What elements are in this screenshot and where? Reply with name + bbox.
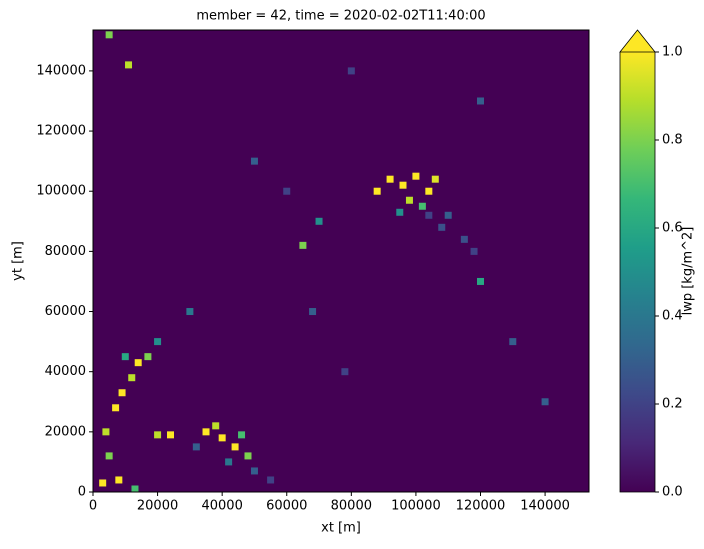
- cell: [477, 277, 484, 285]
- cell: [154, 431, 162, 439]
- cell: [438, 223, 446, 231]
- colorbar-tick-label: 1.0: [662, 45, 683, 60]
- cell: [250, 157, 258, 165]
- cell: [121, 353, 129, 361]
- x-axis-label: xt [m]: [321, 521, 361, 536]
- plot-frame: [92, 29, 590, 493]
- y-tick-label: 80000: [45, 244, 86, 259]
- cell: [315, 217, 323, 225]
- cell: [131, 485, 139, 493]
- cell: [250, 467, 258, 475]
- colorbar-extend: [619, 29, 656, 53]
- cell: [396, 208, 404, 216]
- x-tick-label: 100000: [391, 499, 441, 514]
- cell: [102, 428, 110, 436]
- chart-title: member = 42, time = 2020-02-02T11:40:00: [196, 9, 485, 24]
- x-tick-label: 20000: [137, 499, 178, 514]
- cell: [154, 338, 162, 346]
- cell: [112, 404, 120, 412]
- cell: [309, 308, 317, 316]
- y-tick-label: 100000: [36, 184, 86, 199]
- cell: [128, 374, 136, 382]
- cell: [399, 181, 407, 189]
- x-tick-label: 60000: [266, 499, 307, 514]
- cell: [186, 308, 194, 316]
- y-tick-label: 60000: [45, 304, 86, 319]
- cell: [412, 172, 420, 180]
- colorbar-tick-label: 0.2: [662, 397, 683, 412]
- cell: [244, 452, 252, 460]
- cell: [386, 175, 394, 183]
- cell: [347, 67, 355, 75]
- cell: [460, 235, 468, 243]
- cell: [202, 428, 210, 436]
- cell: [99, 479, 107, 487]
- cell: [470, 247, 478, 255]
- colorbar: [620, 52, 655, 492]
- cell: [418, 202, 426, 210]
- cell: [105, 452, 113, 460]
- colorbar-tick-label: 0.0: [662, 485, 683, 500]
- y-tick-label: 20000: [45, 424, 86, 439]
- cell: [509, 338, 517, 346]
- x-tick-label: 0: [89, 499, 97, 514]
- cell: [541, 398, 549, 406]
- cell: [431, 175, 439, 183]
- cell: [425, 187, 433, 195]
- y-tick-label: 140000: [36, 63, 86, 78]
- cell: [192, 443, 200, 451]
- y-tick-label: 120000: [36, 124, 86, 139]
- colorbar-tick-label: 0.8: [662, 133, 683, 148]
- colorbar-label: lwp [kg/m^2]: [681, 227, 696, 316]
- cell: [299, 241, 307, 249]
- cell: [373, 187, 381, 195]
- y-tick-label: 0: [78, 485, 86, 500]
- x-tick-label: 140000: [520, 499, 570, 514]
- cell: [212, 422, 220, 430]
- cell: [225, 458, 233, 466]
- y-tick-label: 40000: [45, 364, 86, 379]
- cell: [267, 476, 275, 484]
- cell: [444, 211, 452, 219]
- colorbar-tick-label: 0.6: [662, 221, 683, 236]
- cell: [283, 187, 291, 195]
- colorbar-frame: [619, 52, 656, 493]
- plot-background: [93, 30, 589, 492]
- x-tick-label: 80000: [331, 499, 372, 514]
- cell: [405, 196, 413, 204]
- cell: [218, 434, 226, 442]
- cell: [144, 353, 152, 361]
- cell: [167, 431, 174, 439]
- cell: [477, 97, 484, 105]
- cell: [118, 389, 126, 397]
- cell: [105, 31, 113, 39]
- cell: [231, 443, 239, 451]
- colorbar-tick-label: 0.4: [662, 309, 683, 324]
- cell: [238, 431, 246, 439]
- cell: [341, 368, 349, 376]
- x-tick-label: 120000: [456, 499, 506, 514]
- cell: [115, 476, 123, 484]
- cell: [425, 211, 433, 219]
- cell: [134, 359, 142, 367]
- cell: [125, 61, 133, 69]
- x-tick-label: 40000: [201, 499, 242, 514]
- y-axis-label: yt [m]: [11, 241, 26, 281]
